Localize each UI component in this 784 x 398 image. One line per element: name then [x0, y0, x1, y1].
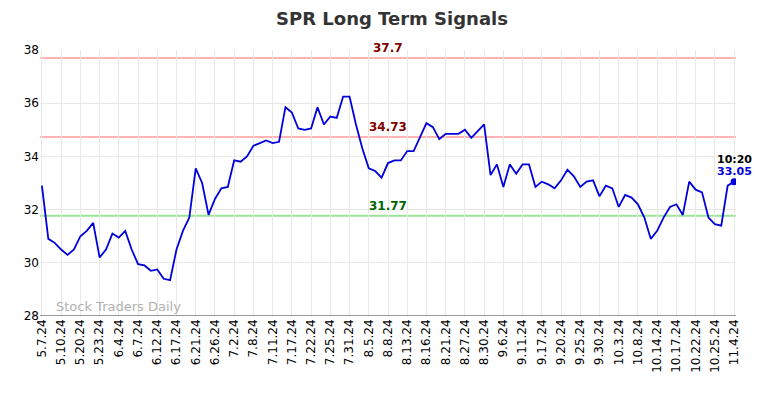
- svg-text:10.25.24: 10.25.24: [708, 319, 722, 372]
- svg-text:7.8.24: 7.8.24: [246, 319, 260, 357]
- svg-text:9.17.24: 9.17.24: [535, 319, 549, 365]
- svg-text:9.30.24: 9.30.24: [592, 319, 606, 365]
- svg-text:7.25.24: 7.25.24: [323, 319, 337, 365]
- svg-text:8.8.24: 8.8.24: [381, 319, 395, 357]
- svg-text:34: 34: [24, 150, 39, 164]
- svg-text:7.31.24: 7.31.24: [342, 319, 356, 365]
- svg-text:8.21.24: 8.21.24: [439, 319, 453, 365]
- svg-text:30: 30: [24, 256, 39, 270]
- svg-text:7.11.24: 7.11.24: [266, 319, 280, 365]
- svg-text:7.17.24: 7.17.24: [285, 319, 299, 365]
- svg-text:8.30.24: 8.30.24: [477, 319, 491, 365]
- svg-text:8.13.24: 8.13.24: [400, 319, 414, 365]
- svg-text:36: 36: [24, 96, 39, 110]
- svg-text:10.3.24: 10.3.24: [612, 319, 626, 365]
- svg-text:32: 32: [24, 203, 39, 217]
- svg-text:38: 38: [24, 43, 39, 57]
- svg-text:10.17.24: 10.17.24: [669, 319, 683, 372]
- svg-text:5.7.24: 5.7.24: [35, 319, 49, 357]
- svg-text:Stock Traders Daily: Stock Traders Daily: [56, 299, 181, 314]
- svg-text:5.10.24: 5.10.24: [54, 319, 68, 365]
- svg-text:28: 28: [24, 309, 39, 323]
- svg-text:8.27.24: 8.27.24: [458, 319, 472, 365]
- svg-text:9.25.24: 9.25.24: [573, 319, 587, 365]
- svg-text:6.26.24: 6.26.24: [208, 319, 222, 365]
- svg-text:9.6.24: 9.6.24: [496, 319, 510, 357]
- svg-text:6.12.24: 6.12.24: [150, 319, 164, 365]
- svg-text:10:20: 10:20: [717, 153, 752, 166]
- svg-text:33.05: 33.05: [717, 165, 752, 178]
- svg-text:8.16.24: 8.16.24: [419, 319, 433, 365]
- svg-text:6.21.24: 6.21.24: [189, 319, 203, 365]
- svg-text:11.4.24: 11.4.24: [727, 319, 741, 365]
- svg-text:6.17.24: 6.17.24: [169, 319, 183, 365]
- svg-text:5.20.24: 5.20.24: [73, 319, 87, 365]
- svg-text:6.7.24: 6.7.24: [131, 319, 145, 357]
- svg-text:5.23.24: 5.23.24: [93, 319, 107, 365]
- svg-text:9.20.24: 9.20.24: [554, 319, 568, 365]
- svg-text:31.77: 31.77: [369, 199, 407, 213]
- svg-text:10.8.24: 10.8.24: [631, 319, 645, 365]
- svg-text:9.11.24: 9.11.24: [515, 319, 529, 365]
- svg-text:10.22.24: 10.22.24: [689, 319, 703, 372]
- svg-text:34.73: 34.73: [369, 120, 407, 134]
- svg-text:7.22.24: 7.22.24: [304, 319, 318, 365]
- svg-text:10.14.24: 10.14.24: [650, 319, 664, 372]
- svg-text:7.2.24: 7.2.24: [227, 319, 241, 357]
- svg-text:8.5.24: 8.5.24: [362, 319, 376, 357]
- svg-text:SPR Long Term Signals: SPR Long Term Signals: [276, 8, 508, 29]
- svg-text:37.7: 37.7: [373, 41, 403, 55]
- svg-text:6.4.24: 6.4.24: [112, 319, 126, 357]
